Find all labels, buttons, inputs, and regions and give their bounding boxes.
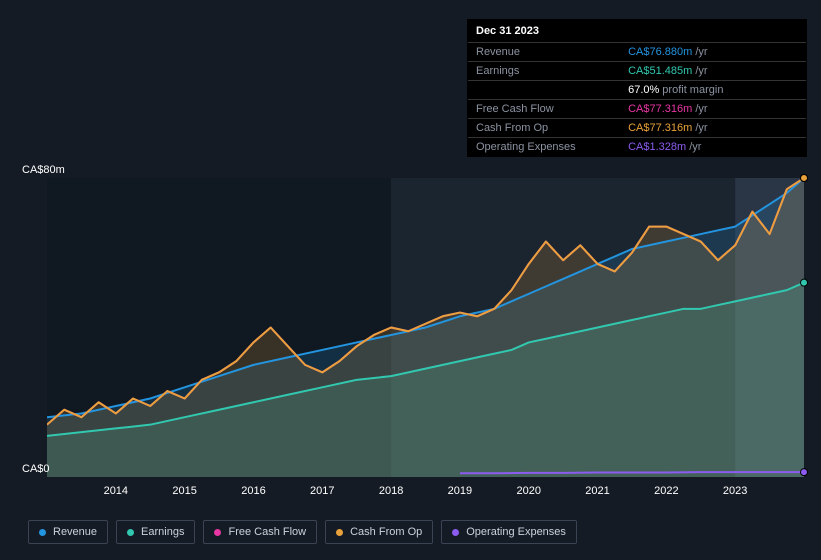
end-dot-opex <box>801 469 808 476</box>
x-axis-label: 2014 <box>104 485 128 497</box>
tooltip-row-value: CA$76.880m <box>628 46 692 58</box>
legend-dot-icon <box>39 529 46 536</box>
x-axis-label: 2019 <box>448 485 472 497</box>
tooltip-row-suffix: /yr <box>689 141 701 153</box>
legend-label: Earnings <box>141 526 184 538</box>
tooltip-row-label <box>468 81 620 100</box>
legend-item-opex[interactable]: Operating Expenses <box>441 520 577 544</box>
legend-dot-icon <box>336 529 343 536</box>
tooltip-row-label: Revenue <box>468 43 620 62</box>
tooltip-row-value: CA$77.316m <box>628 103 692 115</box>
tooltip-row-suffix: profit margin <box>662 84 723 96</box>
end-dot-earnings <box>801 279 808 286</box>
chart-legend: Revenue Earnings Free Cash Flow Cash From O… <box>28 520 577 544</box>
tooltip-row-value: CA$77.316m <box>628 122 692 134</box>
legend-item-earnings[interactable]: Earnings <box>116 520 195 544</box>
chart-tooltip: Dec 31 2023 Revenue CA$76.880m/yr Earnings… <box>467 19 807 157</box>
y-axis-label: CA$0 <box>22 463 50 475</box>
legend-item-fcf[interactable]: Free Cash Flow <box>203 520 317 544</box>
x-axis-label: 2018 <box>379 485 403 497</box>
tooltip-row-label: Free Cash Flow <box>468 100 620 119</box>
x-axis-label: 2020 <box>516 485 540 497</box>
legend-dot-icon <box>214 529 221 536</box>
tooltip-row-label: Earnings <box>468 62 620 81</box>
legend-label: Revenue <box>53 526 97 538</box>
x-axis-label: 2017 <box>310 485 334 497</box>
x-axis-label: 2015 <box>172 485 196 497</box>
tooltip-row-suffix: /yr <box>695 46 707 58</box>
line-opex <box>460 472 804 473</box>
tooltip-row-suffix: /yr <box>695 122 707 134</box>
x-axis-label: 2022 <box>654 485 678 497</box>
tooltip-row-label: Operating Expenses <box>468 138 620 157</box>
tooltip-row-suffix: /yr <box>695 65 707 77</box>
tooltip-row-value: CA$51.485m <box>628 65 692 77</box>
tooltip-date: Dec 31 2023 <box>468 20 806 42</box>
tooltip-row-label: Cash From Op <box>468 119 620 138</box>
legend-dot-icon <box>127 529 134 536</box>
end-dot-cfo <box>801 175 808 182</box>
tooltip-row-value: CA$1.328m <box>628 141 686 153</box>
x-axis-label: 2016 <box>241 485 265 497</box>
legend-item-cfo[interactable]: Cash From Op <box>325 520 433 544</box>
legend-label: Cash From Op <box>350 526 422 538</box>
tooltip-row-value: 67.0% <box>628 84 659 96</box>
legend-label: Operating Expenses <box>466 526 566 538</box>
x-axis-label: 2023 <box>723 485 747 497</box>
tooltip-row-suffix: /yr <box>695 103 707 115</box>
legend-item-revenue[interactable]: Revenue <box>28 520 108 544</box>
y-axis-label: CA$80m <box>22 164 65 176</box>
legend-dot-icon <box>452 529 459 536</box>
x-axis-label: 2021 <box>585 485 609 497</box>
legend-label: Free Cash Flow <box>228 526 306 538</box>
